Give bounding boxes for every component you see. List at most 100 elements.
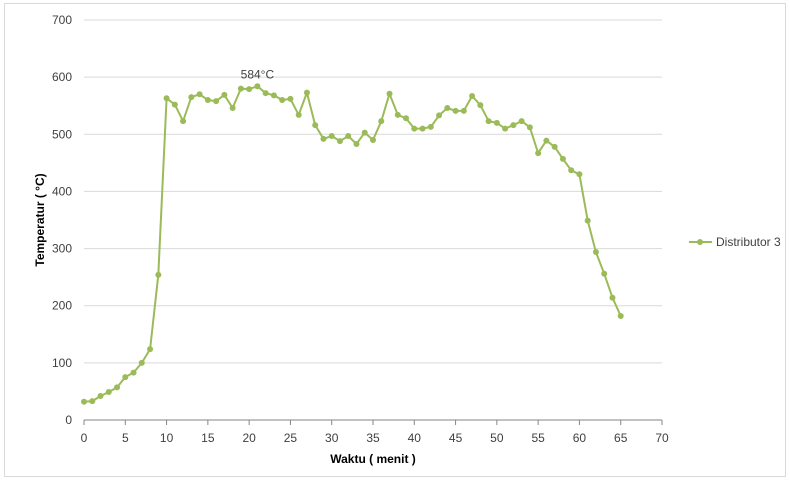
data-point [237, 85, 244, 92]
y-tick-label: 500 [52, 127, 72, 141]
x-tick-label: 30 [325, 431, 339, 445]
x-axis-title: Waktu ( menit ) [330, 452, 416, 466]
data-point [444, 105, 451, 111]
data-point [188, 94, 195, 101]
data-point [320, 135, 327, 142]
data-point [510, 122, 517, 129]
data-point [171, 101, 178, 108]
data-point [592, 249, 599, 255]
y-tick-label: 100 [52, 356, 72, 370]
data-point [262, 90, 269, 97]
y-tick-label: 600 [52, 70, 72, 84]
data-point [543, 137, 550, 144]
data-point [386, 90, 393, 97]
data-point [221, 91, 228, 98]
data-point [97, 393, 104, 399]
data-point [279, 97, 286, 103]
data-point [609, 294, 616, 301]
data-point [477, 102, 484, 109]
x-tick-label: 15 [201, 431, 215, 445]
data-point [394, 111, 401, 118]
x-tick-label: 60 [573, 431, 587, 445]
x-tick-label: 40 [408, 431, 422, 445]
x-tick-label: 45 [449, 431, 463, 445]
tick-labels: 0 100 200 300 400 500 600 700 0 5 10 15 20 25 30 35 40 45… [52, 13, 669, 445]
x-tick-label: 0 [81, 431, 88, 445]
data-point [403, 115, 410, 122]
chart-frame [4, 3, 786, 477]
data-point [130, 369, 137, 376]
data-point [295, 111, 302, 118]
data-point [114, 384, 121, 391]
data-point [89, 398, 96, 405]
data-point [559, 155, 566, 162]
series-distributor-3 [81, 83, 624, 405]
data-point [147, 346, 154, 353]
x-tick-label: 5 [122, 431, 129, 445]
x-tick-label: 70 [655, 431, 669, 445]
x-tick-label: 25 [284, 431, 298, 445]
y-tick-label: 400 [52, 184, 72, 198]
data-point [584, 217, 591, 224]
data-point [535, 150, 542, 157]
x-tick-label: 50 [490, 431, 504, 445]
data-point [485, 118, 492, 125]
y-tick-label: 0 [65, 413, 72, 427]
series-line [83, 85, 622, 403]
data-point [155, 271, 162, 278]
data-point [518, 118, 525, 125]
data-point [81, 398, 87, 405]
data-point [196, 91, 203, 98]
data-point [336, 138, 343, 145]
data-point [353, 141, 360, 147]
legend-marker [697, 239, 703, 245]
data-point [138, 359, 145, 366]
y-tick-label: 200 [52, 299, 72, 313]
data-point [493, 119, 500, 126]
data-point [229, 105, 236, 111]
data-point [213, 98, 220, 105]
data-point [460, 107, 467, 114]
data-point [452, 107, 459, 114]
data-point [617, 313, 624, 319]
y-tick-label: 300 [52, 242, 72, 256]
data-point [601, 270, 608, 277]
data-point [551, 143, 558, 150]
data-point [469, 93, 476, 99]
data-point [122, 374, 129, 381]
data-point [287, 95, 294, 102]
data-point [576, 171, 583, 178]
data-point [180, 118, 187, 125]
data-point [105, 389, 112, 395]
data-point [378, 118, 385, 125]
data-point [345, 133, 352, 139]
x-tick-label: 10 [160, 431, 174, 445]
data-point [419, 125, 426, 132]
data-point [270, 92, 277, 99]
data-point [361, 129, 368, 136]
legend: Distributor 3 [689, 235, 781, 249]
data-point [312, 122, 319, 129]
x-tick-label: 35 [366, 431, 380, 445]
y-axis-title: Temperatur ( °C) [33, 173, 47, 266]
gridlines [84, 19, 662, 364]
data-point [163, 95, 170, 102]
x-tick-label: 65 [614, 431, 628, 445]
data-point [436, 112, 443, 119]
data-point [427, 123, 434, 130]
data-point [568, 167, 575, 174]
y-tick-label: 700 [52, 13, 72, 27]
data-point [328, 133, 335, 139]
legend-label-distributor-3: Distributor 3 [716, 235, 781, 249]
data-point [254, 83, 261, 90]
data-point [502, 125, 509, 132]
data-point [370, 137, 376, 143]
axes [83, 419, 663, 425]
data-point [246, 86, 253, 93]
data-point [303, 89, 310, 96]
data-point [204, 97, 211, 103]
peak-annotation: 584°C [241, 67, 275, 81]
x-tick-label: 20 [242, 431, 256, 445]
x-tick-label: 55 [531, 431, 545, 445]
